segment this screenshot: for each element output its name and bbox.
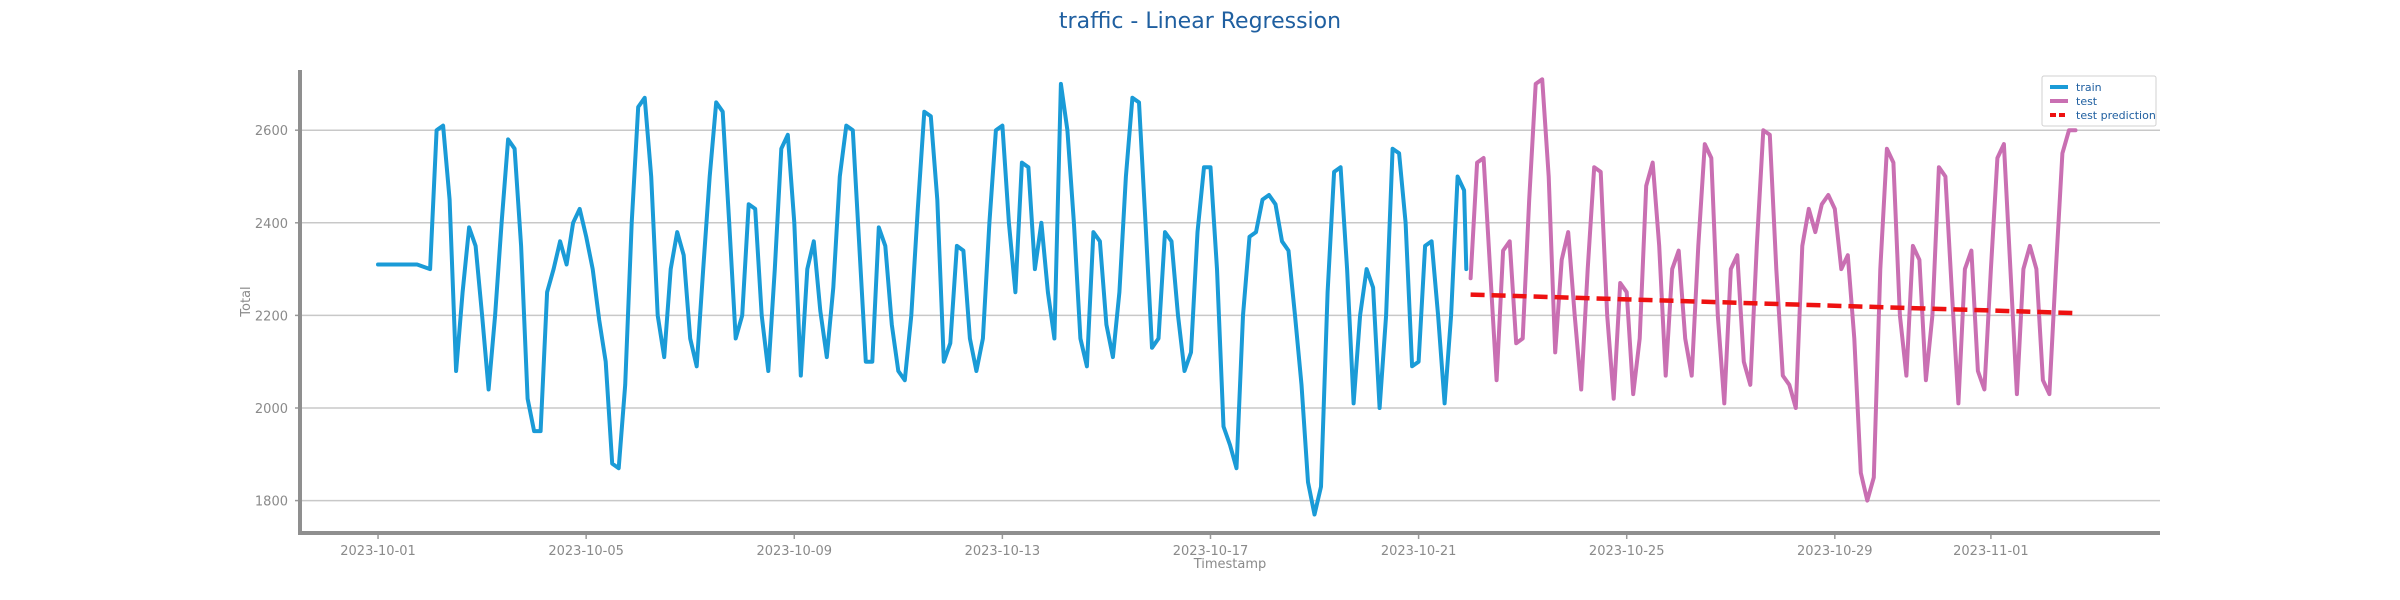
legend-box	[2041, 75, 2157, 127]
x-tick-label: 2023-10-25	[1589, 544, 1665, 559]
x-tick-label: 2023-10-17	[1173, 544, 1249, 559]
x-axis-label: Timestamp	[1193, 557, 1267, 572]
x-tick-label: 2023-10-13	[965, 544, 1041, 559]
x-tick-label: 2023-10-29	[1797, 544, 1873, 559]
y-tick-label: 2400	[255, 217, 288, 232]
series-layer	[376, 77, 2078, 517]
y-axis-label: Total	[239, 286, 254, 317]
x-tick-label: 2023-11-01	[1953, 544, 2029, 559]
x-axis-ticks: 2023-10-01 2023-10-05 2023-10-09 2023-10-13…	[340, 533, 2029, 559]
x-tick-label: 2023-10-09	[756, 544, 832, 559]
series-line-test	[1468, 77, 2078, 503]
legend-label: test prediction	[2076, 109, 2156, 122]
axes	[298, 70, 2160, 535]
x-tick-label: 2023-10-21	[1381, 544, 1457, 559]
y-tick-label: 2200	[255, 309, 288, 324]
x-tick-label: 2023-10-01	[340, 544, 416, 559]
legend-label: train	[2076, 81, 2102, 94]
legend-label: test	[2076, 95, 2098, 108]
y-tick-label: 2600	[255, 124, 288, 139]
x-tick-label: 2023-10-05	[548, 544, 624, 559]
series-line-train	[376, 81, 1469, 517]
chart-title: traffic - Linear Regression	[1059, 9, 1341, 34]
y-tick-label: 1800	[255, 495, 288, 510]
series-line-test-prediction	[1470, 292, 2076, 316]
y-axis-ticks: 1800 2000 2200 2400 2600	[255, 124, 300, 510]
y-tick-label: 2000	[255, 402, 288, 417]
